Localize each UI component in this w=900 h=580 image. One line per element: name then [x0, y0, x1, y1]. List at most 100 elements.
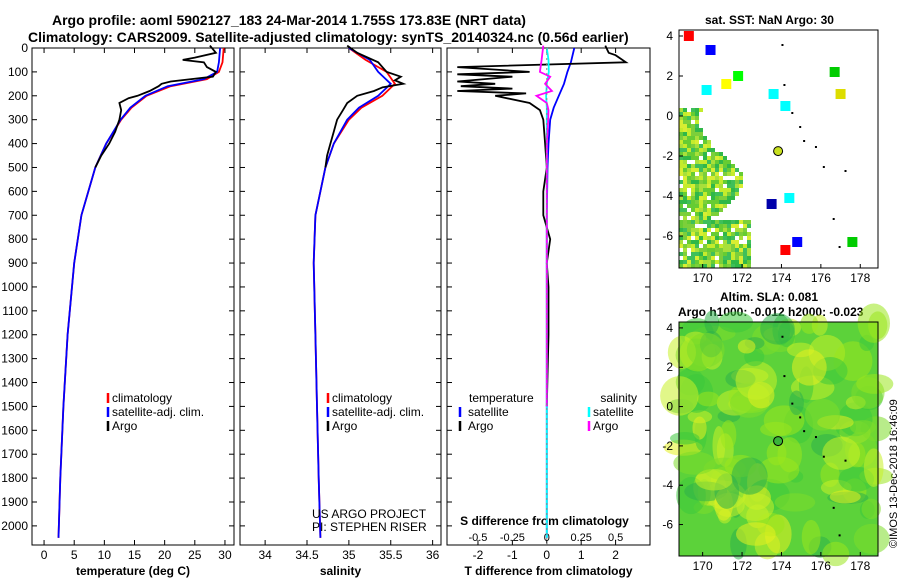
sst-cell [707, 180, 711, 184]
sst-cell [711, 204, 715, 208]
sst-cell [719, 192, 723, 196]
sst-cell [711, 256, 715, 260]
x-tick-label-top: 0.5 [608, 532, 623, 544]
series-climatology [312, 47, 397, 538]
sst-cell [699, 200, 703, 204]
map-y-tick-label: 0 [666, 400, 673, 414]
sst-cell [723, 244, 727, 248]
x-tick-label: 30 [218, 548, 232, 562]
sst-cell [743, 228, 747, 232]
sst-cell [691, 132, 695, 136]
sst-cell [719, 264, 723, 268]
sst-cell [691, 224, 695, 228]
sst-cell [731, 256, 735, 260]
sst-patch [733, 71, 744, 81]
sst-cell [683, 132, 687, 136]
x-tick-label: 36 [426, 548, 440, 562]
sla-map-frame [678, 321, 879, 557]
sst-map-title: sat. SST: NaN Argo: 30 [705, 13, 834, 27]
sst-cell [723, 240, 727, 244]
sst-cell [715, 152, 719, 156]
sst-cell [707, 264, 711, 268]
sst-cell [711, 248, 715, 252]
sst-cell [715, 160, 719, 164]
series-satellite-adj-clim- [312, 47, 393, 538]
sst-cell [679, 232, 683, 236]
sla-patch [695, 468, 733, 491]
sst-cell [723, 180, 727, 184]
sst-cell [699, 160, 703, 164]
series-argo [324, 44, 407, 168]
sst-cell [703, 248, 707, 252]
sst-cell [687, 184, 691, 188]
sst-cell [687, 152, 691, 156]
sst-cell [699, 148, 703, 152]
sla-patch [853, 523, 890, 554]
sst-cell [743, 264, 747, 268]
sst-patch [780, 245, 791, 255]
sst-cell [739, 236, 743, 240]
sst-cell [687, 240, 691, 244]
sst-cell [735, 192, 739, 196]
y-tick-label: 900 [8, 256, 28, 270]
sst-cell [679, 240, 683, 244]
sst-cell [723, 164, 727, 168]
sst-cell [699, 168, 703, 172]
sst-cell [727, 256, 731, 260]
y-tick-label: 1900 [1, 495, 28, 509]
sst-cell [695, 196, 699, 200]
sst-cell [699, 132, 703, 136]
panel-frame-1 [239, 47, 442, 546]
sst-cell [723, 232, 727, 236]
sst-cell [715, 252, 719, 256]
legend-label: satellite-adj. clim. [332, 405, 424, 419]
sst-cell [719, 160, 723, 164]
sst-cell [679, 252, 683, 256]
sst-cell [691, 220, 695, 224]
island-dot [803, 140, 806, 142]
sst-cell [719, 224, 723, 228]
x-tick-label: 0 [543, 548, 550, 562]
sst-cell [691, 208, 695, 212]
sst-cell [739, 256, 743, 260]
island-dot [799, 126, 802, 128]
sst-cell [731, 244, 735, 248]
sst-cell [739, 220, 743, 224]
sst-cell [687, 124, 691, 128]
x-tick-label: 0 [41, 548, 48, 562]
sst-cell [711, 208, 715, 212]
y-tick-label: 600 [8, 184, 28, 198]
sst-cell [739, 172, 743, 176]
x-tick-label: 2 [612, 548, 619, 562]
title-line-1: Argo profile: aoml 5902127_183 24-Mar-20… [52, 12, 526, 28]
sla-patch [760, 313, 795, 345]
x-axis-label: salinity [320, 564, 362, 578]
sla-patch [758, 456, 800, 484]
sst-cell [731, 240, 735, 244]
sst-cell [695, 168, 699, 172]
sst-cell [691, 144, 695, 148]
sst-cell [707, 248, 711, 252]
y-tick-label: 1200 [1, 328, 28, 342]
x-tick-label: 35 [342, 548, 356, 562]
sst-cell [703, 180, 707, 184]
panel-frame-2 [446, 47, 651, 546]
sst-cell [691, 128, 695, 132]
sst-patch [766, 199, 777, 209]
sst-cell [703, 184, 707, 188]
sst-cell [687, 232, 691, 236]
sst-cell [731, 236, 735, 240]
sla-patch [822, 436, 861, 470]
sst-cell [703, 188, 707, 192]
map-y-tick-label: -2 [662, 439, 673, 453]
x-tick-label: 35.5 [379, 548, 403, 562]
sst-cell [699, 212, 703, 216]
legend-label: satellite [593, 405, 634, 419]
sst-cell [679, 172, 683, 176]
sst-cell [683, 140, 687, 144]
sst-cell [699, 188, 703, 192]
sst-cell [735, 240, 739, 244]
sst-cell [715, 184, 719, 188]
map-y-tick-label: 2 [666, 360, 673, 374]
sst-cell [687, 264, 691, 268]
